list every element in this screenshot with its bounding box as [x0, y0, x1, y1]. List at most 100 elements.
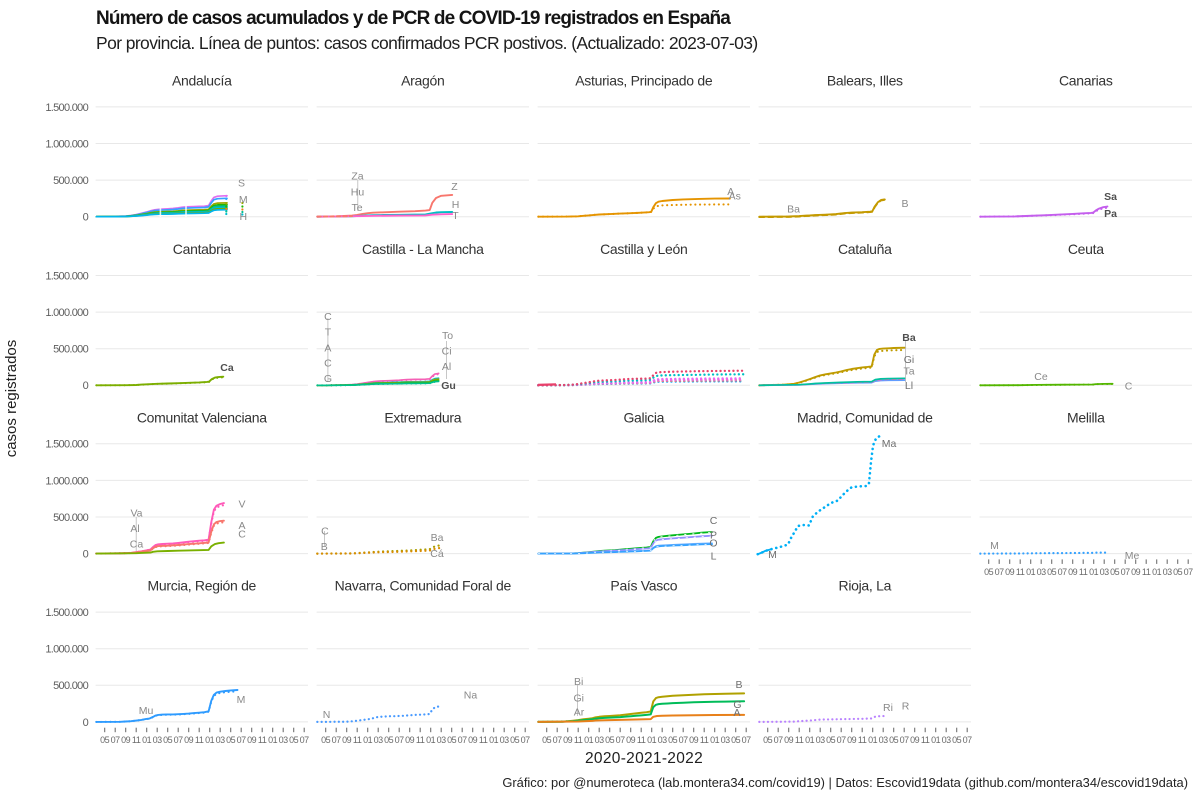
- svg-text:03: 03: [816, 735, 826, 745]
- svg-text:O: O: [709, 537, 717, 549]
- svg-text:M: M: [237, 694, 246, 706]
- svg-text:Ceuta: Ceuta: [1068, 241, 1104, 257]
- svg-text:03: 03: [879, 735, 889, 745]
- svg-text:Castilla y León: Castilla y León: [600, 241, 687, 257]
- svg-text:A: A: [733, 707, 740, 719]
- svg-text:07: 07: [1058, 567, 1068, 577]
- svg-text:1.500.000: 1.500.000: [45, 102, 88, 114]
- svg-text:A: A: [324, 343, 331, 355]
- svg-text:09: 09: [1005, 567, 1015, 577]
- svg-text:Ri: Ri: [883, 702, 893, 714]
- svg-text:Extremadura: Extremadura: [384, 409, 461, 425]
- svg-text:07: 07: [837, 735, 847, 745]
- svg-text:05: 05: [1047, 567, 1057, 577]
- svg-text:09: 09: [784, 735, 794, 745]
- svg-text:Cantabria: Cantabria: [173, 241, 232, 257]
- svg-text:Ca: Ca: [220, 362, 234, 374]
- svg-text:05: 05: [1173, 567, 1183, 577]
- svg-text:01: 01: [1152, 567, 1162, 577]
- svg-text:05: 05: [826, 735, 836, 745]
- svg-text:03: 03: [1037, 567, 1047, 577]
- svg-text:11: 11: [132, 735, 141, 745]
- svg-text:P: P: [710, 530, 717, 542]
- svg-text:G: G: [733, 699, 741, 711]
- svg-text:Ar: Ar: [574, 707, 585, 719]
- svg-text:01: 01: [268, 735, 278, 745]
- svg-text:500.000: 500.000: [53, 175, 88, 187]
- svg-text:As: As: [729, 191, 741, 203]
- svg-text:11: 11: [258, 735, 267, 745]
- svg-text:Ma: Ma: [882, 438, 897, 450]
- svg-text:Asturias, Principado de: Asturias, Principado de: [575, 73, 713, 89]
- svg-text:05: 05: [447, 735, 457, 745]
- svg-text:07: 07: [300, 735, 310, 745]
- svg-text:M: M: [990, 540, 999, 552]
- svg-text:09: 09: [1131, 567, 1141, 577]
- svg-text:Andalucía: Andalucía: [172, 73, 232, 89]
- svg-text:1.500.000: 1.500.000: [45, 439, 88, 451]
- svg-text:Galicia: Galicia: [623, 409, 664, 425]
- svg-text:M: M: [239, 194, 248, 206]
- svg-text:Aragón: Aragón: [401, 73, 444, 89]
- svg-text:05: 05: [289, 735, 299, 745]
- svg-text:Ta: Ta: [903, 365, 914, 377]
- svg-text:B: B: [901, 198, 908, 210]
- svg-text:03: 03: [942, 735, 952, 745]
- svg-text:C: C: [1125, 381, 1133, 393]
- svg-text:Ll: Ll: [905, 380, 913, 392]
- svg-text:11: 11: [195, 735, 204, 745]
- svg-text:Rioja, La: Rioja, La: [839, 578, 892, 594]
- svg-text:09: 09: [563, 735, 573, 745]
- svg-text:09: 09: [910, 735, 920, 745]
- svg-text:11: 11: [795, 735, 804, 745]
- svg-text:07: 07: [521, 735, 531, 745]
- svg-text:11: 11: [921, 735, 930, 745]
- svg-text:H: H: [452, 199, 460, 211]
- svg-text:11: 11: [637, 735, 646, 745]
- svg-text:Ca: Ca: [130, 539, 144, 551]
- svg-text:11: 11: [574, 735, 583, 745]
- svg-text:07: 07: [679, 735, 689, 745]
- svg-text:1.500.000: 1.500.000: [45, 270, 88, 282]
- svg-text:A: A: [238, 520, 245, 532]
- svg-text:09: 09: [847, 735, 857, 745]
- svg-text:05: 05: [668, 735, 678, 745]
- svg-text:Mu: Mu: [139, 705, 154, 717]
- svg-text:C: C: [324, 357, 332, 369]
- svg-text:1.000.000: 1.000.000: [45, 475, 88, 487]
- svg-text:01: 01: [868, 735, 878, 745]
- svg-text:01: 01: [426, 735, 436, 745]
- svg-text:Me: Me: [1125, 550, 1140, 562]
- svg-text:01: 01: [1089, 567, 1099, 577]
- svg-text:03: 03: [500, 735, 510, 745]
- svg-text:05: 05: [510, 735, 520, 745]
- svg-text:01: 01: [931, 735, 941, 745]
- svg-text:Te: Te: [351, 202, 362, 214]
- svg-text:C: C: [710, 515, 718, 527]
- svg-text:05: 05: [731, 735, 741, 745]
- svg-text:Gráfico: por @numeroteca (lab.: Gráfico: por @numeroteca (lab.montera34.…: [502, 775, 1188, 790]
- svg-text:03: 03: [437, 735, 447, 745]
- svg-text:03: 03: [658, 735, 668, 745]
- svg-text:09: 09: [626, 735, 636, 745]
- svg-text:07: 07: [774, 735, 784, 745]
- svg-text:01: 01: [805, 735, 815, 745]
- svg-text:1.000.000: 1.000.000: [45, 644, 88, 656]
- svg-text:03: 03: [374, 735, 384, 745]
- svg-text:11: 11: [479, 735, 488, 745]
- svg-text:11: 11: [353, 735, 362, 745]
- svg-text:11: 11: [1016, 567, 1025, 577]
- svg-text:11: 11: [416, 735, 425, 745]
- svg-text:0: 0: [83, 380, 89, 392]
- svg-text:05: 05: [384, 735, 394, 745]
- svg-text:01: 01: [710, 735, 720, 745]
- svg-text:09: 09: [689, 735, 699, 745]
- svg-text:05: 05: [605, 735, 615, 745]
- svg-text:Bi: Bi: [574, 676, 583, 688]
- svg-text:05: 05: [1110, 567, 1120, 577]
- svg-text:07: 07: [237, 735, 247, 745]
- svg-text:H: H: [240, 211, 248, 223]
- svg-text:07: 07: [111, 735, 121, 745]
- svg-text:09: 09: [405, 735, 415, 745]
- svg-text:03: 03: [1163, 567, 1173, 577]
